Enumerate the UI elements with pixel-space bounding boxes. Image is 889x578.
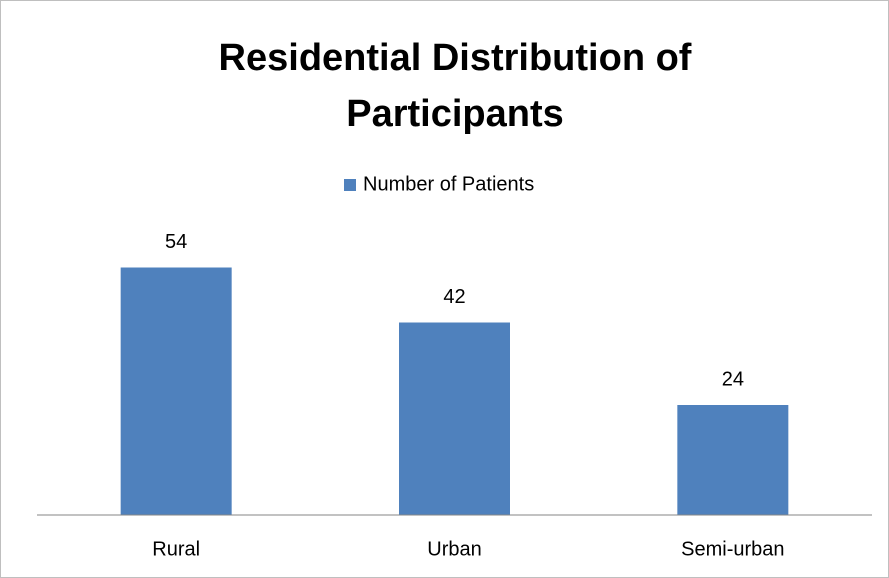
data-label: 42 (443, 286, 465, 308)
x-tick-label: Semi-urban (681, 538, 784, 560)
chart-title: Residential Distribution of Participants (218, 37, 692, 135)
legend-swatch (344, 179, 356, 191)
legend-label: Number of Patients (363, 173, 534, 195)
x-tick-label: Urban (427, 538, 481, 560)
bar (399, 322, 510, 515)
data-label: 54 (165, 231, 187, 253)
data-label: 24 (722, 368, 744, 390)
x-tick-label: Rural (152, 538, 200, 560)
bar (677, 405, 789, 515)
bar (120, 267, 232, 515)
